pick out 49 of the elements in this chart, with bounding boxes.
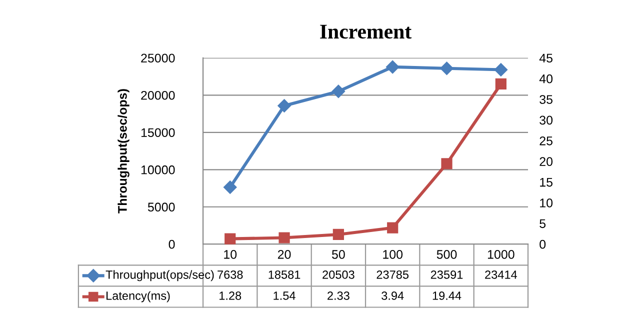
data-label: 2.33 [328,292,350,300]
y-tick-label: 25000 [141,54,175,63]
data-label: 20503 [322,270,354,279]
y2-tick-label: 40 [539,74,553,84]
y-axis-title: Throughput(sec/ops) [118,89,130,214]
y2-tick-label: 20 [540,157,553,166]
point [441,158,452,170]
point [495,78,506,90]
point [332,84,346,98]
point [278,99,291,112]
y2-tick-label: 15 [540,178,552,187]
data-label: 18581 [268,270,300,279]
point [224,233,236,244]
x-tick-label: 500 [436,250,457,259]
point [440,62,454,75]
chart-title: Increment [320,24,412,39]
x-tick-label: 100 [383,250,403,259]
legend-label: Latency(ms) [106,291,170,302]
data-label: 23785 [376,270,409,279]
data-label: 1.28 [220,292,242,300]
y2-tick-label: 30 [540,116,553,125]
x-tick-label: 1000 [488,250,514,259]
y-tick-label: 5000 [148,202,175,212]
point [278,232,290,244]
data-label: 7638 [218,270,243,279]
y-tick-label: 0 [168,240,175,249]
y2-tick-label: 25 [540,136,552,146]
data-label: 23414 [485,270,517,279]
data-label: 19.44 [432,292,462,300]
y2-tick-label: 10 [540,198,553,208]
point [386,60,400,74]
x-tick-label: 10 [224,250,237,259]
point [494,63,508,76]
y-tick-label: 10000 [141,165,175,174]
y2-tick-label: 0 [540,240,546,249]
legend-label: Throughput(ops/sec) [106,270,214,282]
y2-tick-label: 5 [540,219,546,228]
y2-tick-label: 35 [540,95,552,104]
y-tick-label: 15000 [141,128,175,138]
y-tick-label: 20000 [141,90,175,100]
data-label: 23591 [430,270,463,279]
point [387,222,398,234]
x-tick-label: 50 [332,250,345,259]
x-tick-label: 20 [278,250,291,259]
point [332,228,344,240]
y2-tick-label: 45 [539,54,552,63]
data-label: 1.54 [274,292,296,300]
point [224,180,237,194]
data-label: 3.94 [382,292,404,300]
